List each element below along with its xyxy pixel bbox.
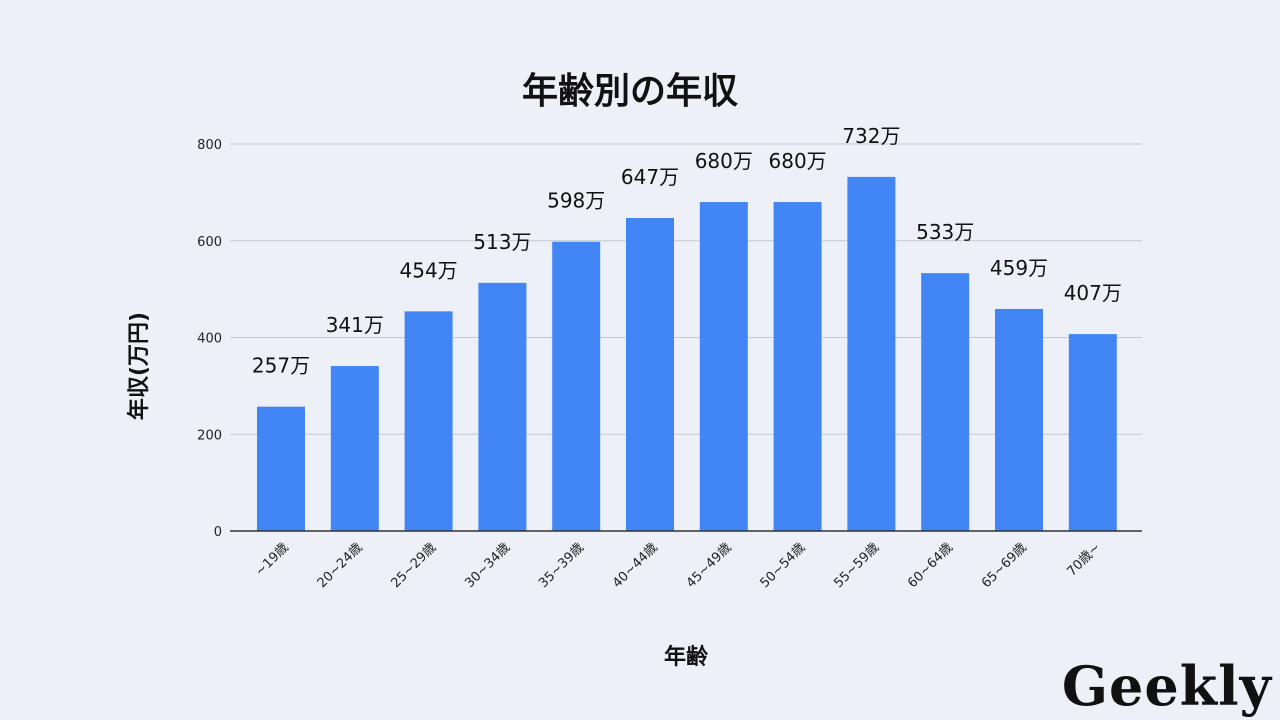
y-tick-label: 400: [197, 332, 222, 347]
gridlines: [230, 143, 1142, 435]
bar: [404, 311, 453, 531]
x-tick-label: ~19歳: [253, 540, 292, 579]
data-label: 680万: [695, 149, 753, 173]
bar: [330, 366, 379, 531]
chart-title: 年齢別の年収: [521, 71, 738, 112]
y-tick-label: 200: [197, 428, 222, 443]
x-tick-labels: ~19歳 20~24歳 25~29歳 30~34歳 35~39歳 40~44歳 45~49歳…: [253, 540, 1104, 591]
y-tick-labels: 0 200 400 600 800: [197, 138, 222, 540]
bar: [478, 282, 527, 531]
x-tick-label: 45~49歳: [684, 540, 735, 591]
data-label: 647万: [621, 165, 679, 189]
y-axis-title: 年収(万円): [126, 312, 152, 420]
bars: [257, 176, 1117, 532]
data-label: 454万: [400, 258, 458, 282]
bar: [257, 406, 305, 531]
bar: [552, 241, 601, 531]
bar: [699, 202, 748, 532]
data-label: 598万: [547, 189, 605, 213]
geekly-logo: Geekly: [1061, 654, 1272, 718]
y-tick-label: 800: [197, 138, 222, 153]
x-tick-label: 35~39歳: [536, 540, 587, 591]
data-label: 680万: [769, 149, 827, 173]
x-tick-label: 55~59歳: [831, 540, 882, 591]
data-label: 407万: [1064, 281, 1122, 305]
x-tick-label: 65~69歳: [979, 540, 1030, 591]
bar: [847, 176, 896, 531]
data-label: 341万: [326, 313, 384, 337]
x-tick-label: 60~64歳: [905, 540, 956, 591]
bar: [1068, 334, 1117, 531]
y-tick-label: 0: [214, 525, 222, 540]
data-labels: 257万 341万 454万 513万 598万 647万 680万 680万 732万 533万…: [252, 124, 1122, 378]
bar: [626, 218, 674, 532]
x-tick-label: 40~44歳: [610, 540, 661, 591]
data-label: 533万: [916, 220, 974, 244]
bar: [773, 202, 822, 532]
x-tick-label: 20~24歳: [315, 540, 366, 591]
x-axis-title: 年齢: [664, 644, 709, 670]
data-label: 257万: [252, 354, 310, 378]
x-tick-label: 70歳~: [1064, 540, 1103, 579]
y-tick-label: 600: [197, 235, 222, 250]
data-label: 513万: [473, 230, 531, 254]
data-label: 732万: [842, 124, 900, 148]
bar: [995, 308, 1043, 531]
bar: [921, 273, 970, 531]
x-tick-label: 25~29歳: [389, 540, 440, 591]
x-tick-label: 30~34歳: [462, 540, 513, 591]
data-label: 459万: [990, 256, 1048, 280]
x-tick-label: 50~54歳: [758, 540, 809, 591]
